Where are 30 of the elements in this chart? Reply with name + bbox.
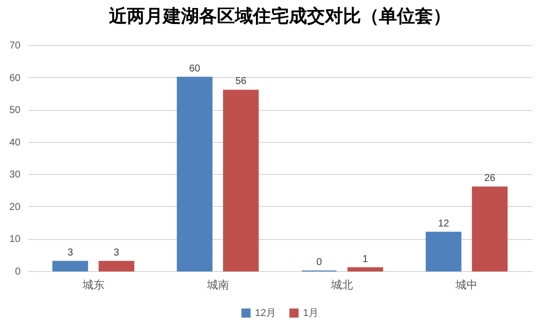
- x-tick-label: 城中: [454, 278, 478, 292]
- x-tick-label: 城北: [330, 278, 354, 292]
- bar: [52, 260, 88, 272]
- legend-label: 12月: [255, 308, 276, 320]
- bar: [223, 90, 259, 272]
- data-label: 3: [67, 247, 74, 258]
- bar: [348, 267, 384, 272]
- x-tick-label: 城南: [206, 278, 229, 292]
- data-label: 26: [484, 173, 496, 184]
- data-label: 56: [235, 76, 247, 88]
- data-label: 60: [189, 63, 201, 74]
- y-tick-label: 50: [9, 105, 21, 116]
- y-tick-label: 10: [9, 234, 21, 246]
- bar: [98, 260, 134, 272]
- bar: [472, 186, 508, 272]
- data-label: 0: [316, 257, 322, 268]
- y-tick-label: 30: [9, 170, 21, 181]
- y-tick-label: 60: [9, 72, 21, 84]
- bar: [176, 76, 212, 272]
- data-label: 3: [114, 247, 120, 258]
- y-tick-label: 0: [14, 266, 21, 278]
- bar: [426, 232, 462, 272]
- chart-title: 近两月建湖各区域住宅成交对比（单位套）: [108, 6, 451, 26]
- x-tick-label: 城东: [81, 278, 104, 292]
- y-tick-label: 40: [9, 137, 21, 148]
- data-label: 12: [438, 218, 450, 230]
- y-tick-label: 20: [9, 202, 21, 213]
- data-label: 1: [362, 254, 369, 265]
- y-tick-label: 70: [9, 40, 21, 52]
- legend-label: 1月: [303, 308, 319, 320]
